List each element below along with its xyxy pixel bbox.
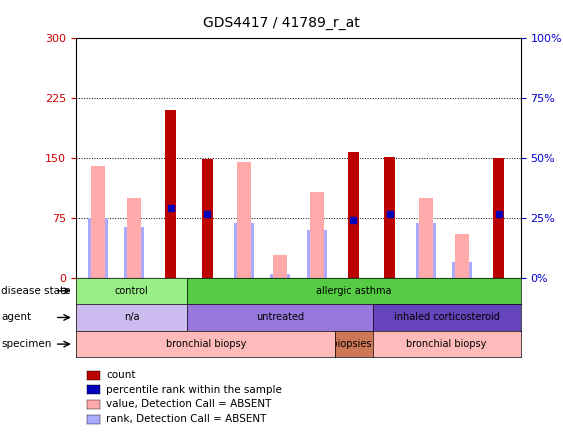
Bar (493, 159, 504, 278)
Text: bronchial biopsy: bronchial biopsy (406, 339, 487, 349)
Bar (127, 198, 141, 278)
Text: percentile rank within the sample: percentile rank within the sample (106, 385, 282, 395)
Text: agent: agent (1, 313, 32, 322)
Text: bronchial biopsy: bronchial biopsy (166, 339, 246, 349)
Bar (307, 230, 327, 278)
Bar (310, 192, 324, 278)
Text: inhaled corticosteroid: inhaled corticosteroid (394, 313, 499, 322)
Text: rank, Detection Call = ABSENT: rank, Detection Call = ABSENT (106, 414, 267, 424)
Text: n/a: n/a (124, 313, 140, 322)
Text: count: count (106, 370, 136, 380)
Bar (202, 159, 213, 278)
Text: bronchial biopsies (pool of 6): bronchial biopsies (pool of 6) (283, 339, 425, 349)
Bar (234, 223, 254, 278)
Bar (91, 166, 105, 278)
Bar (453, 262, 472, 278)
Text: value, Detection Call = ABSENT: value, Detection Call = ABSENT (106, 400, 272, 409)
Bar (416, 223, 436, 278)
Bar (236, 162, 251, 278)
Bar (270, 274, 290, 278)
Bar (166, 110, 176, 278)
Bar (384, 157, 395, 278)
Bar (455, 234, 470, 278)
Text: control: control (115, 286, 149, 296)
Bar (419, 198, 433, 278)
Text: untreated: untreated (256, 313, 304, 322)
Bar (88, 218, 108, 278)
Text: specimen: specimen (1, 339, 51, 349)
Text: GDS4417 / 41789_r_at: GDS4417 / 41789_r_at (203, 16, 360, 30)
Bar (124, 227, 144, 278)
Text: allergic asthma: allergic asthma (316, 286, 392, 296)
Text: disease state: disease state (1, 286, 70, 296)
Bar (273, 255, 287, 278)
Bar (347, 152, 359, 278)
